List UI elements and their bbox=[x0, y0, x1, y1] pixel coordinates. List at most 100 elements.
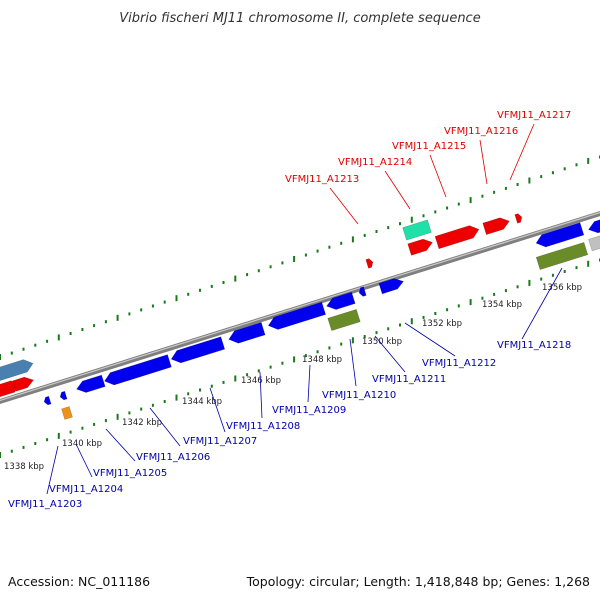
tick-mark bbox=[563, 167, 566, 171]
tick-mark bbox=[269, 365, 272, 369]
tick-mark bbox=[575, 266, 578, 270]
scale-label: 1342 kbp bbox=[122, 418, 162, 428]
scale-label: 1350 kbp bbox=[362, 337, 402, 347]
tick-mark bbox=[269, 265, 272, 269]
tick-mark bbox=[187, 292, 190, 296]
tick-mark bbox=[328, 245, 331, 249]
scale-label: 1346 kbp bbox=[241, 376, 281, 386]
tick-mark bbox=[293, 256, 296, 262]
scale-label: 1338 kbp bbox=[4, 462, 44, 472]
upper-gene-labels: VFMJ11_A1213 VFMJ11_A1214 VFMJ11_A1215 V… bbox=[285, 110, 571, 185]
tick-mark bbox=[234, 375, 237, 382]
tick-mark bbox=[257, 269, 260, 273]
tick-mark bbox=[457, 304, 460, 308]
tick-mark bbox=[128, 411, 131, 415]
gene-features bbox=[0, 213, 600, 420]
gene-feature bbox=[535, 222, 585, 248]
gene-feature bbox=[59, 390, 68, 401]
tick-mark bbox=[328, 346, 331, 350]
tick-mark bbox=[540, 277, 543, 281]
tick-mark bbox=[46, 438, 49, 442]
tick-mark bbox=[587, 260, 590, 267]
gene-feature bbox=[228, 322, 266, 344]
tick-mark bbox=[222, 281, 225, 284]
gene-feature bbox=[0, 359, 34, 384]
tick-mark bbox=[434, 210, 437, 214]
tick-mark bbox=[304, 354, 307, 358]
tick-mark bbox=[446, 206, 449, 210]
tick-mark bbox=[0, 452, 1, 458]
tick-mark bbox=[140, 308, 143, 312]
gene-feature bbox=[378, 278, 404, 295]
tick-mark bbox=[151, 304, 154, 308]
tick-mark bbox=[340, 241, 343, 245]
tick-mark bbox=[540, 175, 543, 179]
tick-mark bbox=[375, 331, 378, 335]
tick-mark bbox=[10, 449, 13, 453]
gene-feature bbox=[365, 258, 374, 269]
tick-mark bbox=[199, 288, 201, 292]
tick-mark bbox=[187, 392, 190, 396]
gene-label: VFMJ11_A1203 bbox=[8, 499, 82, 510]
tick-mark bbox=[387, 226, 390, 230]
gene-feature bbox=[170, 336, 226, 364]
tick-mark bbox=[363, 335, 366, 338]
gene-feature bbox=[43, 395, 52, 406]
gene-label: VFMJ11_A1214 bbox=[338, 157, 412, 168]
tick-mark bbox=[281, 261, 284, 265]
tick-mark bbox=[551, 171, 554, 175]
tick-mark bbox=[410, 216, 413, 223]
tick-mark bbox=[210, 384, 213, 388]
tick-mark bbox=[57, 334, 60, 341]
tick-mark bbox=[422, 315, 425, 319]
tick-mark bbox=[516, 183, 519, 186]
gene-label: VFMJ11_A1208 bbox=[226, 421, 300, 432]
gene-feature bbox=[104, 354, 172, 386]
gene-feature bbox=[402, 219, 432, 241]
gene-feature bbox=[76, 374, 106, 393]
gene-label: VFMJ11_A1207 bbox=[183, 436, 257, 447]
tick-mark bbox=[457, 202, 460, 206]
gene-feature bbox=[12, 376, 35, 392]
accession-text: Accession: NC_011186 bbox=[8, 574, 150, 589]
tick-mark bbox=[34, 442, 37, 445]
tick-mark bbox=[116, 413, 119, 420]
tick-mark bbox=[257, 369, 260, 373]
tick-mark bbox=[293, 356, 296, 363]
lower-gene-labels: VFMJ11_A1203 VFMJ11_A1204 VFMJ11_A1205 V… bbox=[8, 340, 571, 510]
gene-feature bbox=[327, 308, 361, 332]
summary-text: Topology: circular; Length: 1,418,848 bp… bbox=[246, 574, 590, 589]
tick-mark bbox=[281, 361, 284, 365]
gene-feature bbox=[514, 213, 523, 224]
gene-label: VFMJ11_A1204 bbox=[49, 484, 123, 495]
gene-feature bbox=[267, 301, 326, 330]
tick-mark bbox=[222, 380, 225, 384]
tick-mark bbox=[81, 328, 84, 331]
tick-mark bbox=[81, 426, 84, 430]
gene-feature bbox=[482, 217, 510, 235]
tick-mark bbox=[151, 403, 154, 407]
tick-mark bbox=[22, 445, 25, 449]
tick-mark bbox=[69, 430, 72, 434]
tick-mark bbox=[316, 350, 319, 354]
tick-mark bbox=[199, 388, 201, 392]
tick-mark bbox=[387, 327, 390, 331]
tick-mark bbox=[351, 337, 354, 344]
tick-mark bbox=[163, 300, 166, 304]
gene-label: VFMJ11_A1216 bbox=[444, 126, 518, 137]
tick-mark bbox=[528, 177, 531, 184]
chromosome-backbone-highlight bbox=[0, 211, 600, 402]
tick-mark bbox=[175, 295, 178, 302]
tick-mark bbox=[516, 285, 519, 289]
gene-label: VFMJ11_A1215 bbox=[392, 141, 466, 152]
tick-mark bbox=[10, 351, 13, 355]
tick-mark bbox=[104, 320, 107, 324]
gene-label: VFMJ11_A1217 bbox=[497, 110, 571, 121]
scale-label: 1354 kbp bbox=[482, 300, 522, 310]
tick-mark bbox=[493, 190, 496, 194]
gene-label: VFMJ11_A1218 bbox=[497, 340, 571, 351]
tick-mark bbox=[363, 233, 366, 237]
gene-label: VFMJ11_A1213 bbox=[285, 174, 359, 185]
tick-mark bbox=[22, 347, 25, 351]
scale-label: 1344 kbp bbox=[182, 397, 222, 407]
